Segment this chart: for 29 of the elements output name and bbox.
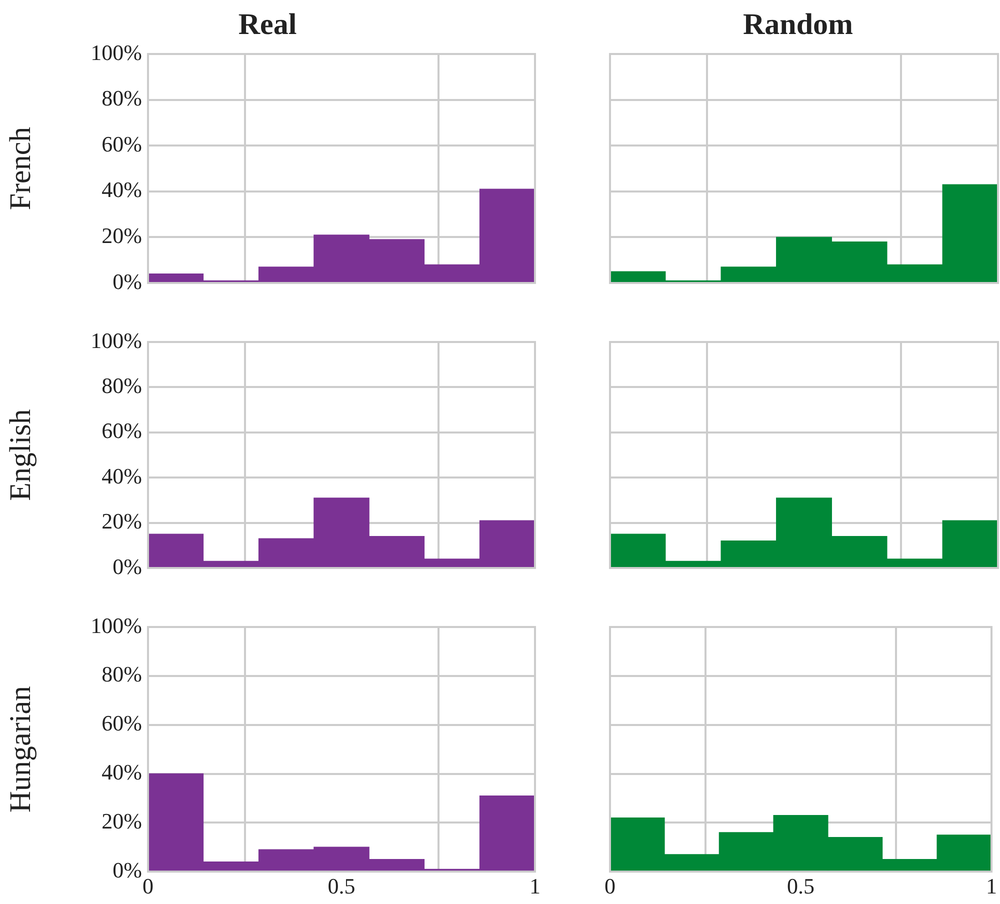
y-tick-label: 20% xyxy=(102,508,142,534)
y-tick-label: 60% xyxy=(102,418,142,444)
y-tick-label: 40% xyxy=(102,463,142,488)
y-tick-label: 60% xyxy=(102,131,142,156)
y-tick-label: 40% xyxy=(102,177,142,202)
y-tick-label: 0% xyxy=(112,857,142,882)
x-tick-label: 0.5 xyxy=(787,874,814,899)
y-tick-label: 100% xyxy=(90,612,142,638)
y-tick-label: 20% xyxy=(102,222,142,248)
y-tick-label: 80% xyxy=(102,86,142,111)
y-tick-label: 60% xyxy=(102,710,142,736)
x-tick-label: 0.5 xyxy=(328,874,356,899)
chart-title: Random xyxy=(742,8,854,41)
y-axis-title: Hungarian xyxy=(4,686,37,813)
y-tick-label: 40% xyxy=(102,760,142,785)
x-tick-label: 0 xyxy=(142,874,154,899)
x-tick-label: 1 xyxy=(530,874,540,899)
y-tick-label: 80% xyxy=(102,662,142,687)
y-tick-label: 100% xyxy=(90,40,142,65)
x-tick-label: 1 xyxy=(986,874,997,899)
y-tick-label: 80% xyxy=(102,372,142,398)
chart-title: Real xyxy=(238,8,297,41)
y-axis-title: English xyxy=(4,409,37,501)
x-tick-label: 0 xyxy=(604,874,616,899)
y-tick-label: 20% xyxy=(102,808,142,834)
y-axis-title: French xyxy=(4,126,37,210)
y-tick-label: 0% xyxy=(112,268,142,294)
y-tick-label: 0% xyxy=(112,554,142,579)
y-tick-label: 100% xyxy=(90,328,142,353)
